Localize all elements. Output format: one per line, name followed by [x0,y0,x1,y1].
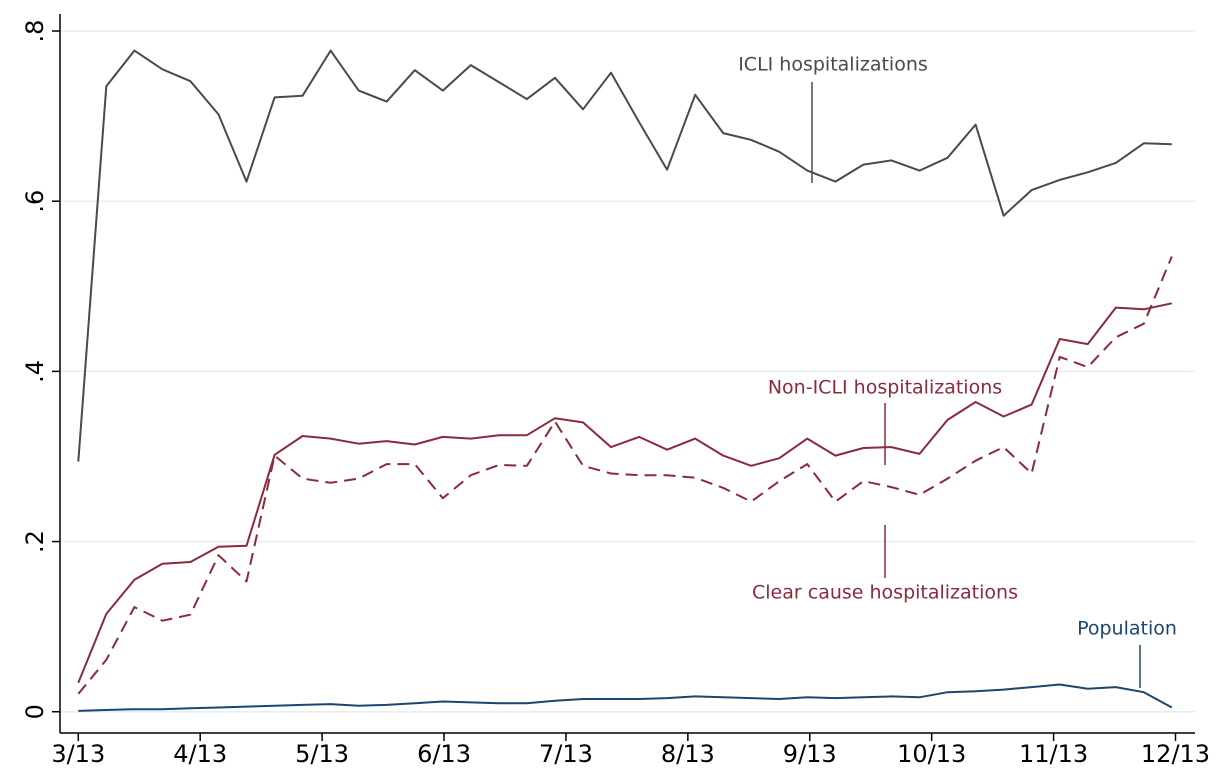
series-line [78,683,1173,712]
x-tick-label: 5/13 [295,740,349,768]
y-tick-label: .4 [21,360,49,383]
series-line [77,302,1173,684]
y-tick-label: .8 [21,20,49,43]
x-tick-label: 4/13 [173,740,227,768]
y-tick-label: .6 [21,190,49,213]
x-tick-label: 3/13 [51,740,105,768]
x-tick-label: 7/13 [539,740,593,768]
series-line [77,256,1173,695]
y-tick-label: 0 [21,704,49,719]
x-tick-label: 11/13 [1019,740,1088,768]
series-label: ICLI hospitalizations [738,54,928,76]
x-tick-label: 6/13 [417,740,471,768]
x-tick-label: 9/13 [783,740,837,768]
series-line [77,49,1172,462]
y-tick-label: .2 [21,530,49,553]
series-label: Non-ICLI hospitalizations [768,377,1002,399]
x-tick-label: 12/13 [1141,740,1210,768]
x-tick-label: 8/13 [661,740,715,768]
series-label: Population [1077,618,1177,640]
x-tick-label: 10/13 [897,740,966,768]
series-label: Clear cause hospitalizations [752,582,1018,604]
